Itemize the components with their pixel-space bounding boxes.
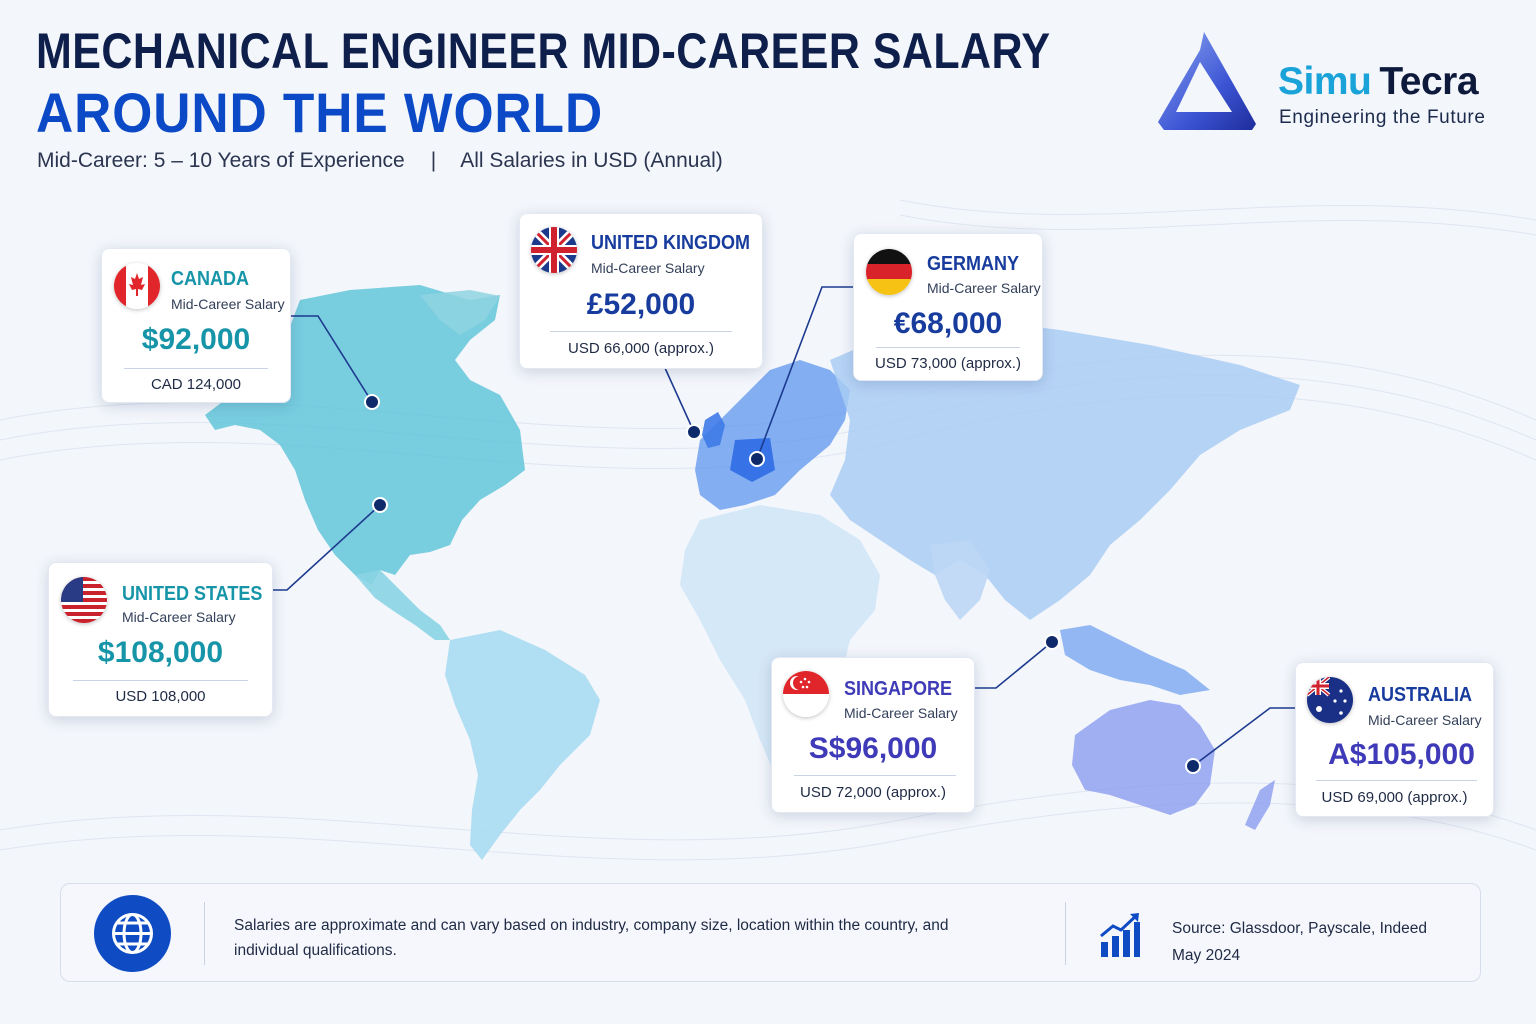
brand-name: Simu Tecra xyxy=(1278,60,1479,104)
converted-salary: USD 66,000 (approx.) xyxy=(568,340,714,357)
country-name: AUSTRALIA xyxy=(1368,684,1472,706)
card-divider xyxy=(794,775,956,776)
card-divider xyxy=(1316,780,1477,781)
country-name: SINGAPORE xyxy=(844,678,953,700)
australia-leader-line xyxy=(1192,707,1296,767)
australia-shape xyxy=(1072,700,1215,815)
country-card-canada: CANADA Mid-Career Salary $92,000 CAD 124… xyxy=(101,248,291,403)
growth-chart-icon xyxy=(1100,913,1140,957)
south-america-shape xyxy=(445,630,600,860)
globe-icon xyxy=(94,895,171,972)
singapore-flag-icon xyxy=(783,671,829,717)
country-card-singapore: SINGAPORE Mid-Career Salary S$96,000 USD… xyxy=(771,657,975,813)
converted-salary: USD 108,000 xyxy=(115,688,206,705)
converted-salary: USD 72,000 (approx.) xyxy=(800,784,946,801)
germany-leader-line xyxy=(756,286,853,460)
footer-panel: Salaries are approximate and can vary ba… xyxy=(60,883,1481,982)
singapore-marker xyxy=(1044,634,1060,650)
page-title-line2: AROUND THE WORLD xyxy=(36,81,604,144)
southeast-asia-shape xyxy=(1060,625,1210,695)
card-divider xyxy=(550,331,732,332)
source-date: May 2024 xyxy=(1172,947,1241,964)
converted-salary: CAD 124,000 xyxy=(150,376,242,393)
canada-marker xyxy=(364,394,380,410)
converted-salary: USD 73,000 (approx.) xyxy=(875,355,1021,372)
salary-amount: S$96,000 xyxy=(808,732,938,765)
uk-leader-line xyxy=(664,367,695,433)
singapore-leader-line xyxy=(975,641,1053,689)
card-divider xyxy=(876,347,1020,348)
country-card-australia: AUSTRALIA Mid-Career Salary A$105,000 US… xyxy=(1295,662,1494,817)
country-card-uk: UNITED KINGDOM Mid-Career Salary £52,000… xyxy=(519,213,763,369)
salary-label: Mid-Career Salary xyxy=(171,296,285,312)
india-shape xyxy=(930,540,990,620)
subtitle-separator: | xyxy=(430,149,437,172)
subtitle-experience: Mid-Career: 5 – 10 Years of Experience xyxy=(37,149,405,172)
uk-marker xyxy=(686,424,702,440)
country-name: UNITED KINGDOM xyxy=(591,232,751,254)
new-zealand-shape xyxy=(1245,780,1275,830)
brand-name-part1: Simu xyxy=(1278,60,1372,103)
salary-amount: £52,000 xyxy=(586,288,696,321)
source-text: Source: Glassdoor, Payscale, Indeed May … xyxy=(1172,915,1427,969)
converted-salary: USD 69,000 (approx.) xyxy=(1321,789,1468,806)
disclaimer-text: Salaries are approximate and can vary ba… xyxy=(234,917,949,959)
card-divider xyxy=(124,368,268,369)
country-name: UNITED STATES xyxy=(122,583,263,605)
brand-name-part2: Tecra xyxy=(1379,60,1479,103)
africa-shape xyxy=(680,505,880,775)
uk-shape xyxy=(702,412,725,448)
country-card-germany: GERMANY Mid-Career Salary €68,000 USD 73… xyxy=(853,233,1043,381)
australia-flag-icon xyxy=(1307,677,1353,723)
usa-leader-line xyxy=(272,504,381,591)
europe-shape xyxy=(695,360,850,510)
central-america-shape xyxy=(355,570,450,640)
footer-divider xyxy=(1065,902,1066,965)
germany-marker xyxy=(749,451,765,467)
greenland-shape xyxy=(420,290,500,335)
canada-flag-icon xyxy=(114,263,160,309)
subtitle: Mid-Career: 5 – 10 Years of Experience | A… xyxy=(37,149,723,173)
salary-amount: $108,000 xyxy=(97,636,224,669)
subtitle-currency: All Salaries in USD (Annual) xyxy=(460,149,723,172)
canada-leader-line xyxy=(290,315,373,403)
country-name: CANADA xyxy=(171,268,250,290)
salary-amount: $92,000 xyxy=(141,323,251,356)
salary-amount: A$105,000 xyxy=(1328,738,1475,771)
country-card-usa: UNITED STATES Mid-Career Salary $108,000… xyxy=(48,562,273,717)
source-line: Source: Glassdoor, Payscale, Indeed xyxy=(1172,920,1428,937)
salary-label: Mid-Career Salary xyxy=(591,260,705,276)
footer-divider xyxy=(204,902,205,965)
salary-label: Mid-Career Salary xyxy=(927,280,1041,296)
country-name: GERMANY xyxy=(927,253,1020,275)
salary-label: Mid-Career Salary xyxy=(1368,712,1482,728)
salary-label: Mid-Career Salary xyxy=(844,705,958,721)
australia-marker xyxy=(1185,758,1201,774)
uk-flag-icon xyxy=(531,227,577,273)
salary-label: Mid-Career Salary xyxy=(122,609,236,625)
card-divider xyxy=(73,680,248,681)
page-title-line1: MECHANICAL ENGINEER MID-CAREER SALARY xyxy=(36,23,1051,79)
germany-flag-icon xyxy=(866,249,912,295)
salary-amount: €68,000 xyxy=(893,307,1003,340)
usa-marker xyxy=(372,497,388,513)
simutecra-logo-icon xyxy=(1158,32,1256,130)
usa-flag-icon xyxy=(61,577,107,623)
brand-tagline: Engineering the Future xyxy=(1279,107,1486,128)
